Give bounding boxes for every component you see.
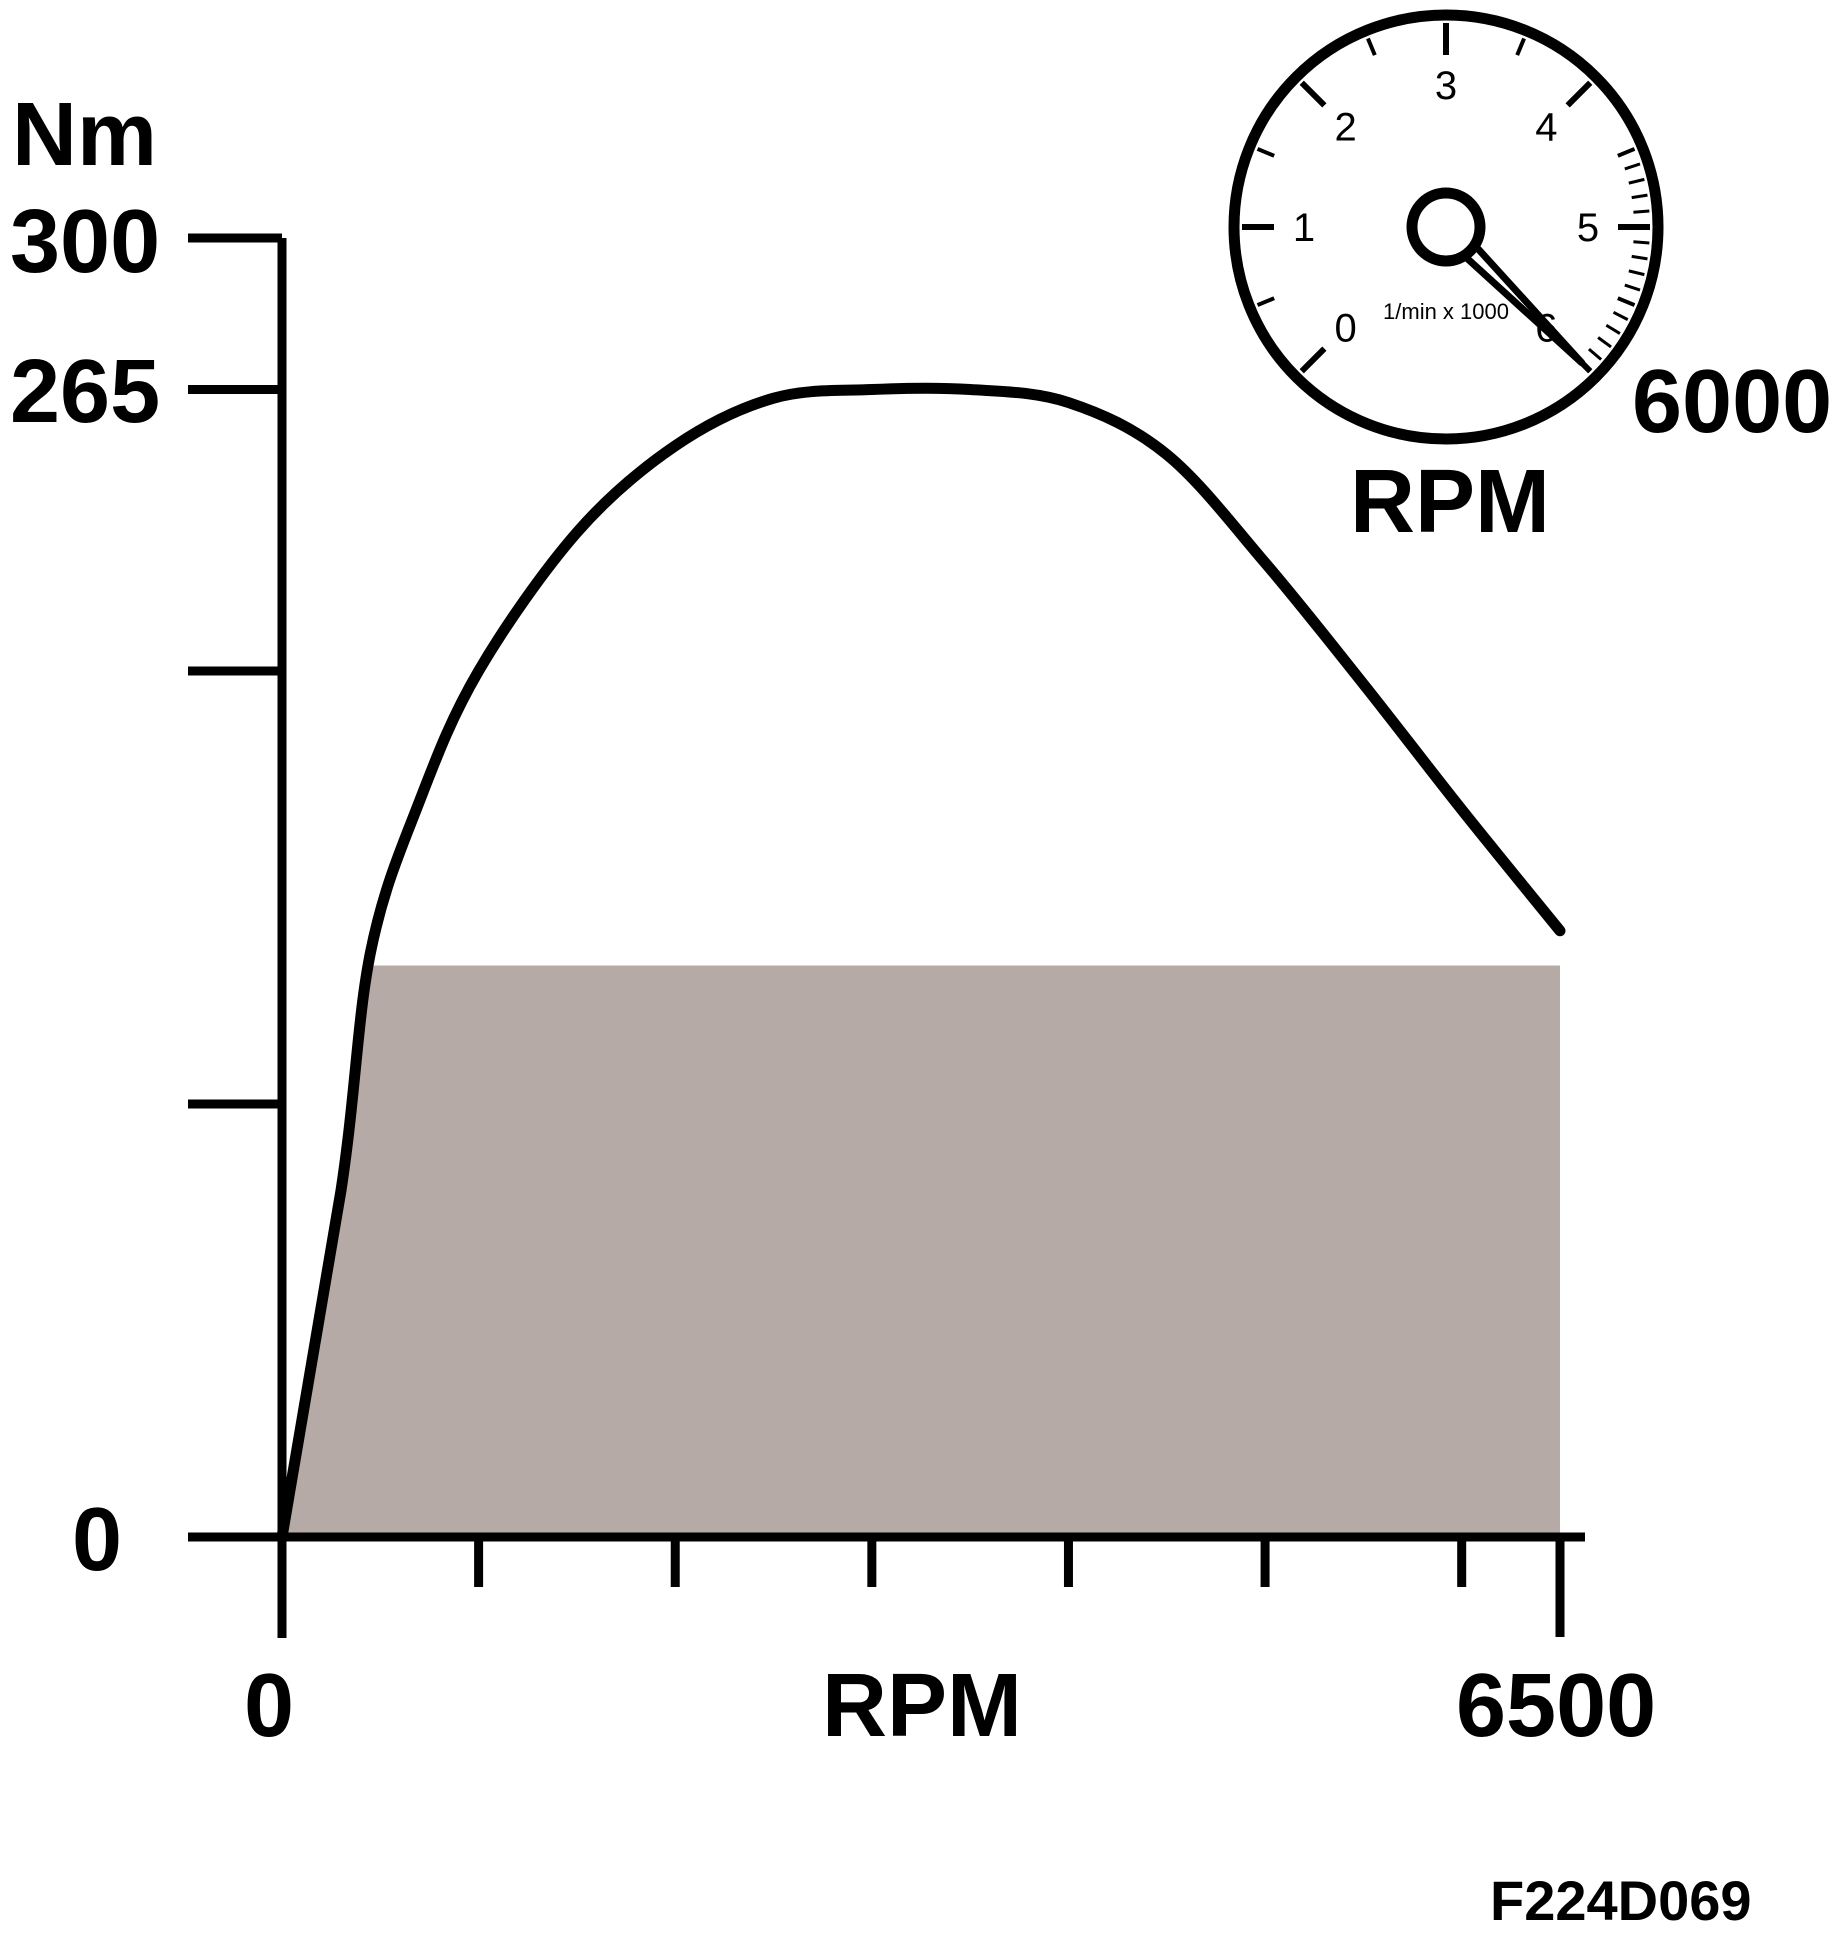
tachometer-fine-tick <box>1597 336 1612 349</box>
tachometer-fine-tick <box>1624 162 1641 171</box>
x-tick-label-6500: 6500 <box>1456 1656 1656 1756</box>
tachometer-dial-label: 3 <box>1435 64 1457 108</box>
tachometer-hub <box>1406 187 1486 267</box>
tachometer-dial-label: 0 <box>1334 306 1356 350</box>
tachometer-fine-tick <box>1612 311 1629 321</box>
figure-code: F224D069 <box>1490 1869 1752 1932</box>
x-axis-label: RPM <box>822 1656 1022 1756</box>
tachometer-fine-tick <box>1605 323 1621 335</box>
axes <box>188 233 1585 1638</box>
tachometer-major-tick <box>1565 80 1593 108</box>
torque-curve <box>276 382 1566 1543</box>
x-tick-label-0: 0 <box>244 1656 294 1756</box>
tachometer-fine-tick <box>1628 269 1645 277</box>
tachometer-minor-tick <box>1515 37 1526 56</box>
y-tick-label-0: 0 <box>72 1490 122 1590</box>
tachometer-fine-tick <box>1631 254 1648 261</box>
tachometer-fine-tick <box>1631 193 1648 200</box>
tachometer-fine-tick <box>1587 347 1603 361</box>
y-unit-label: Nm <box>12 85 157 185</box>
tachometer-fine-tick <box>1619 297 1636 307</box>
tachometer-major-tick <box>1299 80 1327 108</box>
tachometer-minor-tick <box>1366 37 1377 56</box>
tachometer-fine-tick <box>1624 283 1641 292</box>
tachometer-dial-label: 2 <box>1334 106 1356 150</box>
tachometer-major-tick <box>1299 346 1327 374</box>
tachometer-icon: 01234561/min x 1000 <box>1228 9 1664 445</box>
tachometer-dial-label: 4 <box>1535 106 1557 150</box>
tachometer-fine-tick <box>1619 147 1636 157</box>
tachometer-minor-tick <box>1256 147 1275 158</box>
tachometer-dial-label: 1 <box>1293 206 1315 250</box>
tachometer-dial-label: 5 <box>1577 206 1599 250</box>
tachometer-fine-tick <box>1633 240 1650 245</box>
y-tick-label-300: 300 <box>10 192 160 292</box>
y-tick-label-265: 265 <box>10 342 160 442</box>
shaded-area <box>282 965 1560 1537</box>
tachometer-minor-tick <box>1256 296 1275 307</box>
tachometer-unit-label: 1/min x 1000 <box>1383 299 1509 324</box>
tachometer-fine-tick <box>1633 209 1650 214</box>
tachometer-caption: RPM <box>1350 452 1550 552</box>
tachometer-readout: 6000 <box>1632 352 1832 452</box>
tachometer-fine-tick <box>1628 177 1645 185</box>
